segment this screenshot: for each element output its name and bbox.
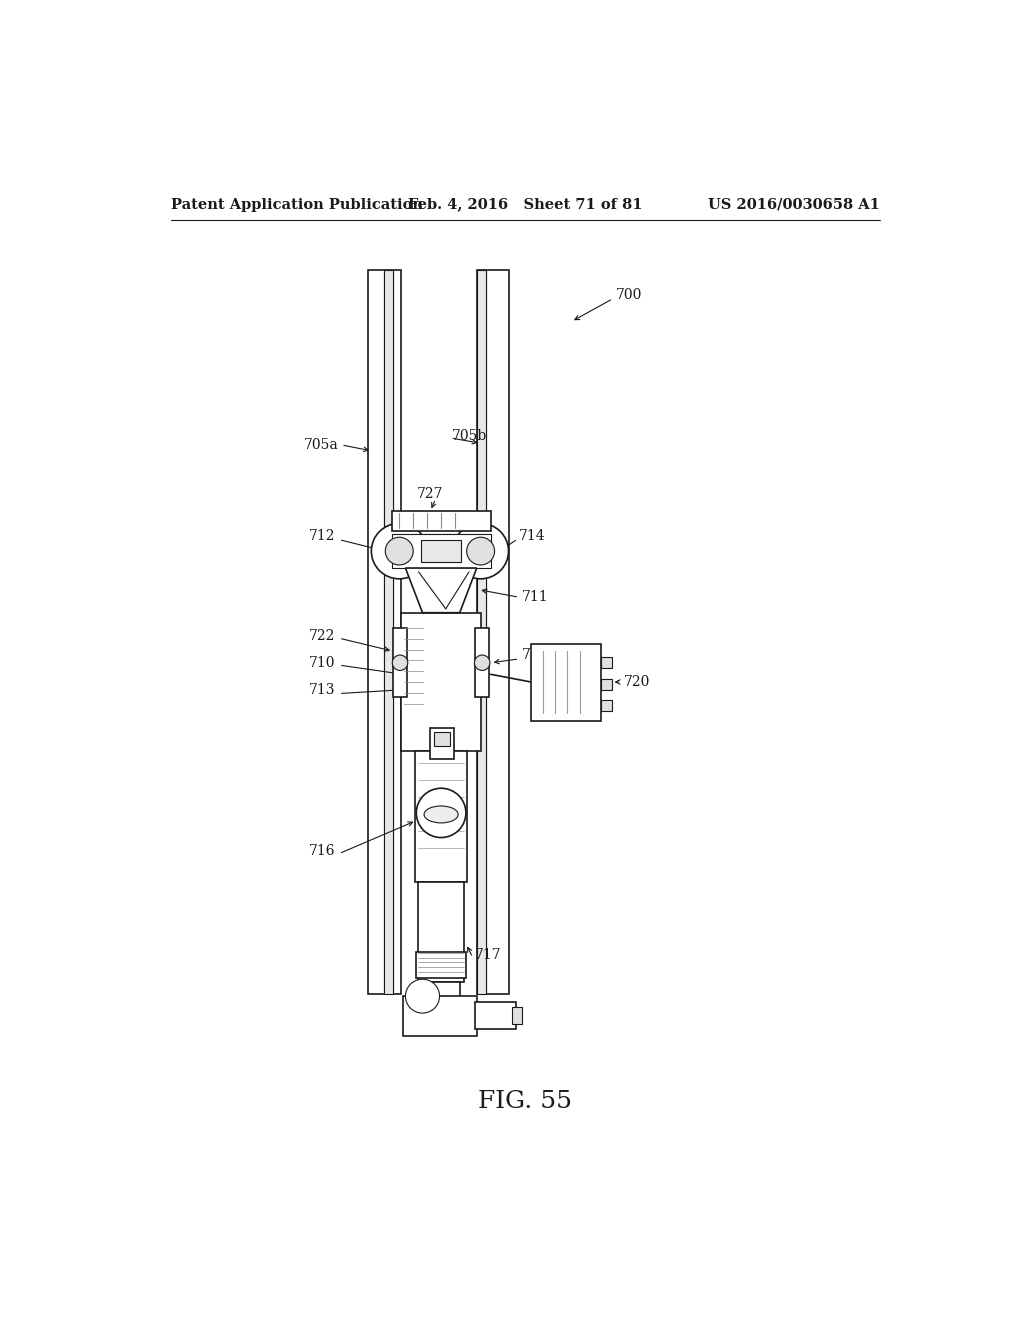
Text: 720: 720: [624, 675, 650, 689]
Bar: [393, 628, 407, 697]
Bar: [475, 1002, 515, 1030]
Text: 715: 715: [521, 648, 548, 663]
Text: 700: 700: [616, 289, 643, 302]
Ellipse shape: [424, 807, 458, 822]
Bar: [434, 733, 450, 746]
Bar: [403, 997, 477, 1036]
Bar: [369, 271, 400, 994]
Bar: [430, 729, 454, 759]
Circle shape: [417, 788, 466, 837]
Bar: [512, 1007, 521, 1024]
Polygon shape: [406, 568, 477, 612]
Bar: [415, 751, 467, 882]
Bar: [391, 511, 490, 531]
Text: Patent Application Publication: Patent Application Publication: [171, 198, 423, 211]
Bar: [601, 678, 611, 689]
Text: 716: 716: [309, 845, 336, 858]
Bar: [601, 701, 611, 711]
Bar: [531, 644, 601, 721]
Text: 713: 713: [309, 682, 336, 697]
Circle shape: [392, 655, 408, 671]
Bar: [418, 882, 464, 982]
Text: 705a: 705a: [304, 438, 339, 451]
Bar: [417, 952, 466, 978]
Bar: [391, 535, 490, 568]
Circle shape: [372, 523, 427, 578]
Circle shape: [474, 655, 489, 671]
Bar: [421, 540, 461, 562]
Bar: [475, 628, 489, 697]
Bar: [601, 657, 611, 668]
Bar: [477, 271, 509, 994]
Text: US 2016/0030658 A1: US 2016/0030658 A1: [708, 198, 880, 211]
Bar: [423, 982, 460, 1015]
Text: 714: 714: [519, 529, 546, 543]
Text: 722: 722: [309, 628, 336, 643]
Text: 727: 727: [417, 487, 443, 502]
Text: FIG. 55: FIG. 55: [478, 1090, 571, 1113]
Text: Feb. 4, 2016   Sheet 71 of 81: Feb. 4, 2016 Sheet 71 of 81: [408, 198, 642, 211]
Text: 712: 712: [309, 529, 336, 543]
Circle shape: [406, 979, 439, 1014]
Circle shape: [385, 537, 414, 565]
Text: 717: 717: [475, 948, 502, 962]
Bar: [384, 271, 393, 994]
Bar: [477, 271, 486, 994]
Circle shape: [453, 523, 509, 578]
Circle shape: [467, 537, 495, 565]
Bar: [400, 612, 481, 751]
Text: 710: 710: [309, 656, 336, 669]
Text: 705b: 705b: [452, 429, 487, 442]
Text: 711: 711: [521, 590, 548, 605]
